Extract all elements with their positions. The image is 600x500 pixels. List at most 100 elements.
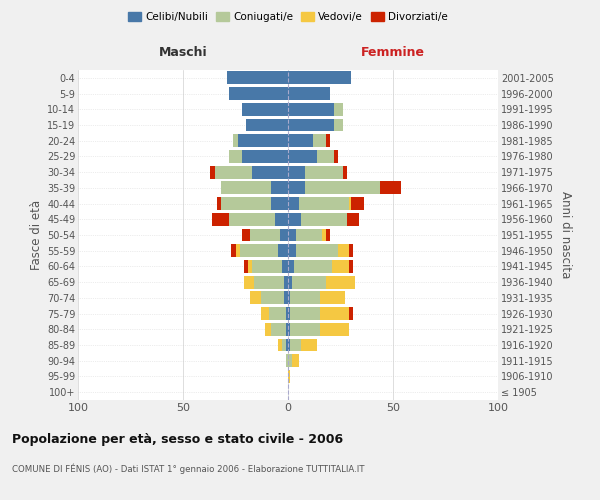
Bar [248, 260, 252, 273]
Bar [242, 228, 250, 241]
Bar [349, 307, 353, 320]
Bar [288, 213, 301, 226]
Bar [280, 228, 288, 241]
Bar [229, 150, 242, 163]
Bar [271, 182, 288, 194]
Bar [349, 260, 353, 273]
Bar [380, 182, 401, 194]
Bar [242, 150, 288, 163]
Legend: Celibi/Nubili, Coniugati/e, Vedovi/e, Divorziati/e: Celibi/Nubili, Coniugati/e, Vedovi/e, Di… [124, 8, 452, 26]
Bar [288, 87, 330, 100]
Bar [246, 118, 288, 132]
Bar [235, 244, 240, 257]
Text: COMUNE DI FÉNIS (AO) - Dati ISTAT 1° gennaio 2006 - Elaborazione TUTTITALIA.IT: COMUNE DI FÉNIS (AO) - Dati ISTAT 1° gen… [12, 464, 365, 474]
Bar [288, 307, 290, 320]
Bar [320, 292, 344, 304]
Bar [288, 118, 334, 132]
Bar [252, 260, 282, 273]
Bar [271, 197, 288, 210]
Bar [286, 354, 288, 367]
Bar [301, 338, 317, 351]
Bar [349, 197, 351, 210]
Bar [313, 134, 326, 147]
Y-axis label: Anni di nascita: Anni di nascita [559, 192, 572, 278]
Bar [305, 182, 380, 194]
Bar [347, 213, 359, 226]
Bar [244, 260, 248, 273]
Bar [254, 276, 284, 288]
Bar [277, 338, 282, 351]
Bar [334, 118, 343, 132]
Text: Femmine: Femmine [361, 46, 425, 59]
Bar [290, 338, 301, 351]
Bar [334, 103, 343, 116]
Bar [288, 354, 292, 367]
Bar [317, 150, 334, 163]
Bar [261, 307, 269, 320]
Bar [215, 166, 252, 178]
Bar [288, 228, 296, 241]
Bar [299, 197, 349, 210]
Bar [282, 260, 288, 273]
Bar [351, 197, 364, 210]
Bar [343, 166, 347, 178]
Bar [320, 307, 349, 320]
Bar [292, 276, 326, 288]
Y-axis label: Fasce di età: Fasce di età [29, 200, 43, 270]
Bar [288, 134, 313, 147]
Bar [221, 182, 271, 194]
Bar [286, 338, 288, 351]
Bar [240, 244, 277, 257]
Bar [252, 166, 288, 178]
Text: Maschi: Maschi [158, 46, 208, 59]
Bar [242, 103, 288, 116]
Bar [288, 370, 290, 383]
Bar [322, 228, 326, 241]
Bar [288, 292, 290, 304]
Bar [265, 323, 271, 336]
Bar [288, 276, 292, 288]
Bar [292, 354, 299, 367]
Bar [288, 244, 296, 257]
Bar [301, 213, 347, 226]
Bar [229, 87, 288, 100]
Bar [271, 323, 286, 336]
Text: Popolazione per età, sesso e stato civile - 2006: Popolazione per età, sesso e stato civil… [12, 432, 343, 446]
Bar [250, 292, 260, 304]
Bar [260, 292, 284, 304]
Bar [250, 228, 280, 241]
Bar [332, 260, 349, 273]
Bar [288, 338, 290, 351]
Bar [334, 150, 338, 163]
Bar [326, 134, 330, 147]
Bar [232, 244, 235, 257]
Bar [288, 182, 305, 194]
Bar [296, 244, 338, 257]
Bar [211, 166, 215, 178]
Bar [284, 292, 288, 304]
Bar [286, 307, 288, 320]
Bar [296, 228, 322, 241]
Bar [349, 244, 353, 257]
Bar [288, 166, 305, 178]
Bar [227, 72, 288, 85]
Bar [277, 244, 288, 257]
Bar [288, 72, 351, 85]
Bar [338, 244, 349, 257]
Bar [326, 228, 330, 241]
Bar [326, 276, 355, 288]
Bar [290, 307, 320, 320]
Bar [275, 213, 288, 226]
Bar [233, 134, 238, 147]
Bar [217, 197, 221, 210]
Bar [288, 323, 290, 336]
Bar [286, 323, 288, 336]
Bar [290, 292, 320, 304]
Bar [244, 276, 254, 288]
Bar [221, 197, 271, 210]
Bar [288, 103, 334, 116]
Bar [229, 213, 275, 226]
Bar [284, 276, 288, 288]
Bar [288, 197, 299, 210]
Bar [295, 260, 332, 273]
